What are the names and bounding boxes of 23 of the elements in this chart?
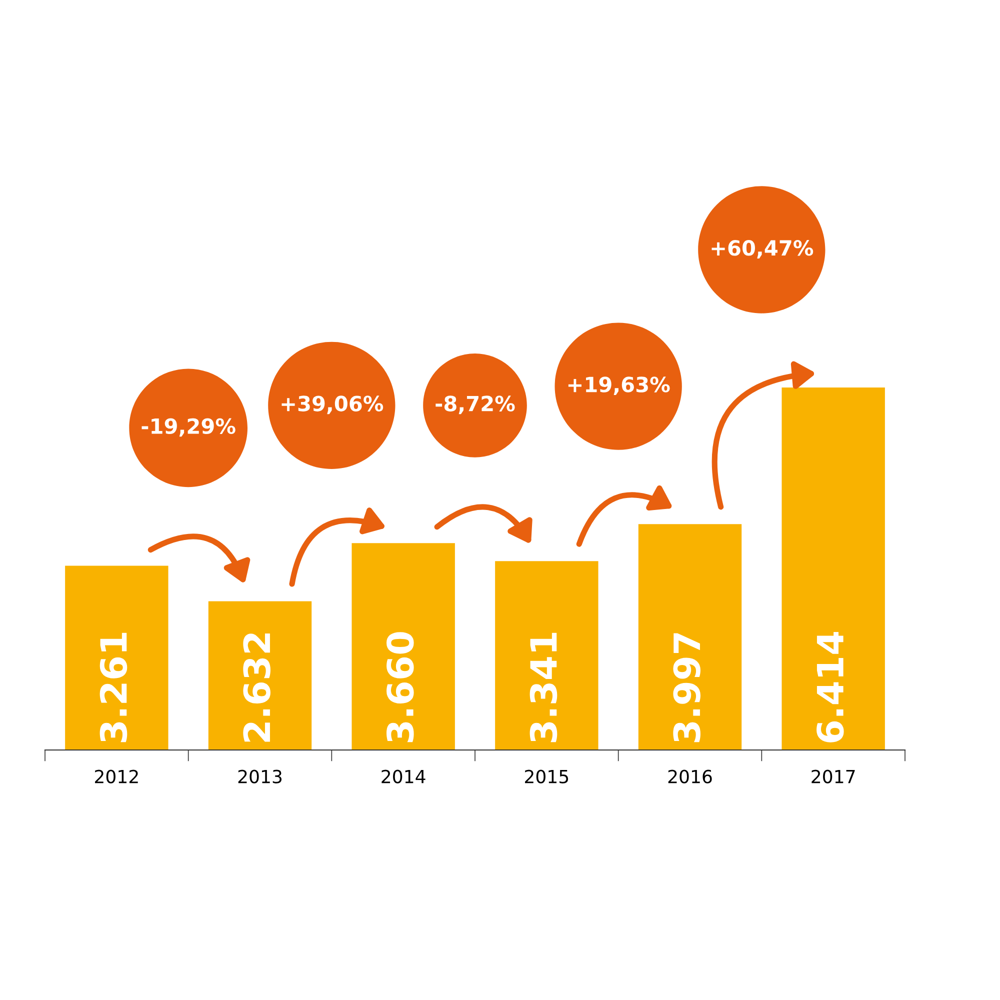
annotation: -8,72% [436,396,515,414]
bar [352,543,455,750]
annotation: -19,29% [142,418,236,437]
bar [782,388,885,750]
data-label: 3.997 [673,633,700,742]
bar [208,601,312,750]
bar [638,524,742,750]
x-tick-label: 2012 [95,770,138,784]
data-label: 3.341 [530,632,558,742]
bar [495,561,598,750]
x-tick-label: 2017 [812,770,855,784]
data-label: 3.261 [100,632,128,742]
x-tick-label: 2016 [668,770,712,784]
annotation: +39,06% [282,396,384,414]
data-label: 3.660 [386,632,414,742]
annotation: +19,63% [568,376,670,396]
text: +60,47% [712,240,814,258]
data-label: 2.632 [243,633,270,742]
data-label: 6.414 [816,632,844,742]
x-tick-label: 2014 [382,770,426,784]
bar [65,566,168,750]
x-tick-label: 2015 [525,770,568,784]
x-tick-label: 2013 [238,770,282,784]
